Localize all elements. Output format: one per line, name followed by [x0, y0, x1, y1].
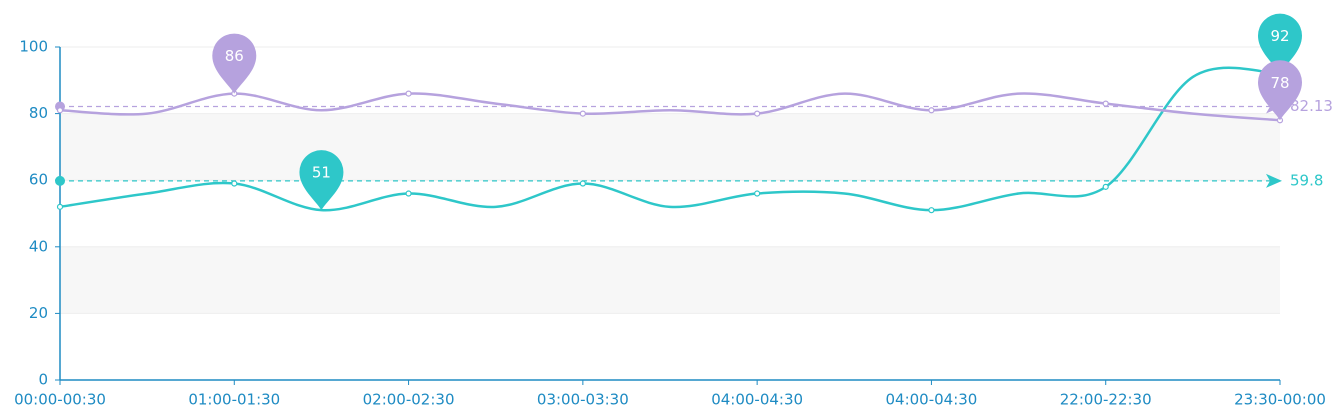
x-tick-label: 03:00-03:30 [537, 391, 629, 409]
y-tick-label: 80 [29, 104, 48, 122]
series-line [59, 66, 1281, 212]
y-tick-label: 0 [38, 371, 48, 389]
data-point [56, 203, 64, 210]
mark-pin [1258, 60, 1302, 121]
average-label: 82.13 [1290, 97, 1333, 115]
x-tick-label: 04:00-04:30 [885, 391, 977, 409]
y-tick-label: 100 [19, 38, 48, 56]
data-point [579, 180, 586, 187]
mark-pin [299, 150, 344, 211]
mark-pin-label: 92 [1270, 27, 1289, 45]
split-area [60, 246, 1280, 314]
x-tick-label: 01:00-01:30 [188, 391, 280, 409]
y-tick-label: 40 [29, 237, 48, 255]
data-point [928, 107, 935, 114]
x-tick-label: 22:00-22:30 [1060, 391, 1152, 409]
average-label: 59.8 [1290, 171, 1323, 189]
mark-pin-label: 78 [1270, 74, 1289, 92]
x-tick-label: 02:00-02:30 [363, 391, 455, 409]
data-point [56, 107, 64, 114]
data-point [231, 180, 238, 187]
data-point [405, 190, 412, 197]
y-tick-label: 60 [29, 171, 48, 189]
split-area [60, 113, 1280, 181]
y-tick-label: 20 [29, 304, 48, 322]
data-point [1102, 183, 1109, 190]
series-line [59, 92, 1281, 122]
data-point [754, 110, 761, 117]
mark-pin-label: 51 [312, 164, 331, 182]
average-arrow [1266, 173, 1282, 188]
mark-pin [212, 33, 257, 94]
mark-pin [1258, 13, 1302, 74]
data-point [579, 110, 586, 117]
data-point [754, 190, 761, 197]
data-point [928, 207, 935, 214]
mark-pin-label: 86 [225, 47, 244, 65]
x-tick-label: 23:30-00:00 [1234, 391, 1326, 409]
data-point [405, 90, 412, 97]
data-point [1102, 100, 1109, 107]
x-tick-label: 04:00-04:30 [711, 391, 803, 409]
x-tick-label: 00:00-00:30 [14, 391, 106, 409]
